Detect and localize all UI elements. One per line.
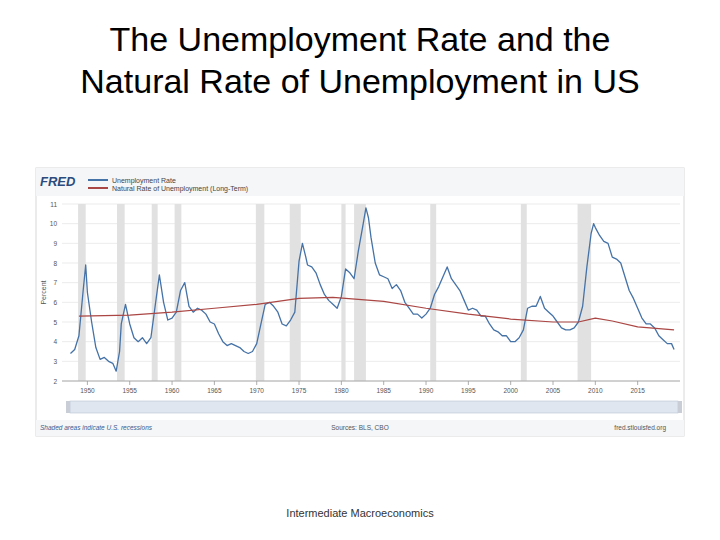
y-tick-label: 5 [53,319,57,326]
grid-line [62,381,680,382]
x-tick-label: 2000 [503,387,518,394]
x-tick [87,381,88,385]
panel [36,168,684,436]
recession-band [78,204,86,381]
logo: FRED [40,174,76,189]
x-tick-label: 1985 [376,387,391,394]
slide: {"slide": {"title": "The Unemployment Ra… [0,0,720,540]
url: fred.stlouisfed.org [614,424,666,432]
x-tick [256,381,257,385]
series-line [70,208,674,371]
y-tick-label: 9 [53,240,57,247]
y-tick-label: 11 [50,201,57,208]
slide-title: The Unemployment Rate and the Natural Ra… [60,18,660,102]
x-tick [341,381,342,385]
x-tick-label: 1980 [334,387,349,394]
legend-key [88,179,108,181]
x-axis-line [62,381,680,382]
footer-band [36,420,684,436]
navigator [70,401,678,413]
x-tick-label: 2005 [546,387,561,394]
recession-band [117,204,125,381]
navigator-handle [678,401,682,413]
recession-band [256,204,264,381]
source: Sources: BLS, CBO [331,424,388,431]
x-tick-label: 1960 [165,387,180,394]
x-tick-label: 1970 [249,387,264,394]
y-tick-label: 6 [53,299,57,306]
x-tick-label: 1955 [122,387,137,394]
legend-label: Natural Rate of Unemployment (Long-Term) [112,185,248,193]
slide-footer: Intermediate Macroeconomics [0,507,720,519]
recession-band [521,204,527,381]
x-tick-label: 1975 [292,387,307,394]
x-tick [595,381,596,385]
header-band [36,168,684,196]
x-tick-label: 1965 [207,387,222,394]
recession-band [354,204,366,381]
series-line [79,297,674,329]
y-tick-label: 10 [50,220,58,227]
x-tick-label: 1995 [461,387,476,394]
x-tick [383,381,384,385]
x-tick [129,381,130,385]
y-tick-label: 4 [53,338,57,345]
navigator-handle [66,401,70,413]
x-tick-label: 1990 [419,387,434,394]
x-tick [426,381,427,385]
fred-chart: FRED Unemployment RateNatural Rate of Une… [0,0,720,540]
x-tick [468,381,469,385]
x-tick-label: 2015 [630,387,645,394]
x-tick-label: 1950 [80,387,95,394]
y-tick-label: 2 [53,378,57,385]
legend-key [88,187,108,189]
x-tick [637,381,638,385]
x-tick [299,381,300,385]
y-tick-label: 3 [53,358,57,365]
x-tick [510,381,511,385]
y-axis-label: Percent [40,280,47,304]
x-tick [214,381,215,385]
x-tick-label: 2010 [588,387,603,394]
recession-band [290,204,301,381]
note: Shaded areas indicate U.S. recessions [40,424,153,431]
y-tick-label: 7 [53,279,57,286]
plot-content [70,204,674,381]
x-tick [553,381,554,385]
x-tick [172,381,173,385]
y-tick-label: 8 [53,260,57,267]
legend-label: Unemployment Rate [112,177,176,185]
